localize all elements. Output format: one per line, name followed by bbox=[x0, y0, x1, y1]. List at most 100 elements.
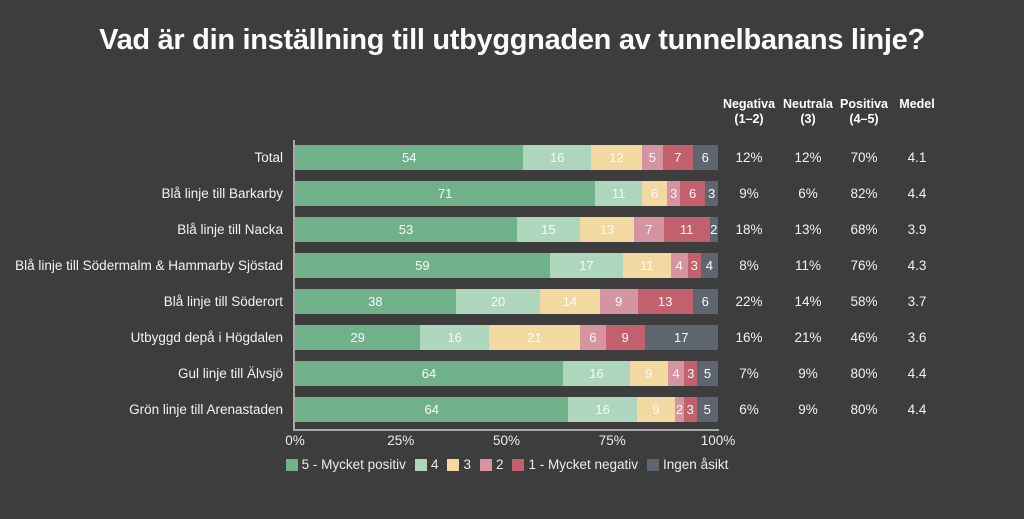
bar-segment: 38 bbox=[295, 288, 456, 314]
bar-segment-value: 13 bbox=[657, 293, 673, 309]
stacked-bar: 38 20 14 9 13 6 bbox=[295, 288, 718, 314]
bar-segment-value: 7 bbox=[674, 149, 682, 165]
summary-value: 3.6 bbox=[907, 329, 927, 345]
bar-segment-value: 53 bbox=[398, 221, 414, 237]
bar-segment: 9 bbox=[599, 288, 638, 314]
bar-segment-value: 20 bbox=[490, 293, 506, 309]
summary-column-header: Medel bbox=[899, 97, 935, 111]
bar-segment: 6 bbox=[579, 324, 606, 350]
bar-segment: 11 bbox=[663, 216, 710, 242]
legend-label: 1 - Mycket negativ bbox=[528, 457, 639, 472]
bar-segment-value: 64 bbox=[424, 401, 439, 417]
bar-segment-value: 9 bbox=[614, 293, 623, 309]
summary-value: 4.4 bbox=[907, 185, 927, 201]
summary-value: 46% bbox=[850, 329, 878, 345]
bar-segment-value: 14 bbox=[562, 293, 578, 309]
bar-segment: 4 bbox=[700, 252, 718, 278]
summary-value: 70% bbox=[850, 149, 878, 165]
bar-segment: 9 bbox=[605, 324, 645, 350]
legend-swatch-icon bbox=[512, 458, 525, 471]
legend-label: 2 bbox=[495, 457, 504, 472]
bar-segment: 4 bbox=[667, 360, 685, 386]
stacked-bar: 59 17 11 4 3 4 bbox=[295, 252, 718, 278]
bar-segment: 3 bbox=[683, 396, 697, 422]
bar-segment: 3 bbox=[684, 360, 698, 386]
bar-segment-value: 29 bbox=[350, 329, 365, 345]
legend-label: 3 bbox=[463, 457, 471, 472]
chart-row: Total 54 16 12 5 7 6 12% 12% 70% 4.1 bbox=[0, 139, 1024, 175]
summary-value: 68% bbox=[850, 221, 878, 237]
bar-segment: 4 bbox=[670, 252, 688, 278]
summary-value: 80% bbox=[850, 365, 878, 381]
summary-value: 4.4 bbox=[907, 365, 927, 381]
bar-segment-value: 12 bbox=[609, 149, 624, 165]
summary-row: 6% 9% 80% 4.4 bbox=[718, 402, 942, 417]
bar-segment-value: 54 bbox=[401, 149, 417, 165]
bar-segment: 29 bbox=[295, 324, 421, 350]
bar-segment-value: 16 bbox=[595, 401, 610, 417]
bar-segment-value: 5 bbox=[703, 401, 711, 417]
bar-segment-value: 6 bbox=[650, 185, 659, 201]
summary-value: 3.7 bbox=[907, 293, 927, 309]
bar-segment: 5 bbox=[696, 396, 718, 422]
legend-label: 5 - Mycket positiv bbox=[301, 457, 406, 472]
bar-segment-value: 11 bbox=[640, 257, 654, 273]
summary-value: 3.9 bbox=[907, 221, 927, 237]
summary-row: 18% 13% 68% 3.9 bbox=[718, 222, 942, 237]
bar-segment-value: 17 bbox=[674, 329, 689, 345]
bar-segment: 21 bbox=[489, 324, 580, 350]
summary-row: 12% 12% 70% 4.1 bbox=[718, 150, 942, 165]
summary-column-header: Positiva (4–5) bbox=[840, 97, 888, 126]
bar-segment-value: 59 bbox=[415, 257, 430, 273]
summary-value: 4.4 bbox=[907, 401, 927, 417]
chart-row: Grön linje till Arenastaden 64 16 9 2 3 5 6% 9% 8… bbox=[0, 391, 1024, 427]
bar-segment: 16 bbox=[563, 360, 631, 386]
bar-segment: 11 bbox=[623, 252, 671, 278]
summary-row: 7% 9% 80% 4.4 bbox=[718, 366, 942, 381]
bar-segment: 17 bbox=[644, 324, 718, 350]
bar-segment: 13 bbox=[579, 216, 635, 242]
category-label: Blå linje till Söderort bbox=[163, 293, 283, 309]
bar-segment: 6 bbox=[692, 288, 718, 314]
summary-value: 76% bbox=[850, 257, 878, 273]
bar-segment-value: 6 bbox=[688, 185, 697, 201]
bar-segment: 5 bbox=[641, 144, 663, 170]
bar-segment-value: 9 bbox=[645, 365, 653, 381]
legend-swatch-icon bbox=[414, 458, 427, 471]
bar-segment-value: 4 bbox=[675, 257, 683, 273]
chart-row: Blå linje till Nacka 53 15 13 7 11 2 18% 13% 68% 3… bbox=[0, 211, 1024, 247]
bar-segment-value: 7 bbox=[645, 221, 653, 237]
bar-segment: 9 bbox=[636, 396, 676, 422]
summary-value: 12% bbox=[735, 149, 763, 165]
category-label: Gul linje till Älvsjö bbox=[177, 365, 283, 381]
summary-value: 11% bbox=[794, 257, 822, 273]
summary-value: 7% bbox=[739, 365, 759, 381]
bar-segment: 17 bbox=[549, 252, 624, 278]
bar-segment: 53 bbox=[295, 216, 517, 242]
stacked-bar: 53 15 13 7 11 2 bbox=[295, 216, 718, 242]
bar-segment: 3 bbox=[667, 180, 680, 206]
summary-value: 13% bbox=[794, 221, 822, 237]
summary-value: 14% bbox=[794, 293, 822, 309]
bar-segment-value: 4 bbox=[672, 365, 680, 381]
legend-item: 1 - Mycket negativ bbox=[512, 457, 638, 472]
summary-row: 22% 14% 58% 3.7 bbox=[718, 294, 942, 309]
chart-title: Vad är din inställning till utbyggnaden … bbox=[99, 24, 925, 56]
bar-segment-value: 6 bbox=[589, 329, 597, 345]
category-label: Grön linje till Arenastaden bbox=[129, 401, 283, 417]
bar-segment-value: 9 bbox=[652, 401, 660, 417]
stacked-bar: 29 16 21 6 9 17 bbox=[295, 324, 718, 350]
bar-segment: 16 bbox=[420, 324, 490, 350]
summary-value: 16% bbox=[735, 329, 763, 345]
stacked-bar: 64 16 9 2 3 5 bbox=[295, 396, 718, 422]
bar-segment-value: 16 bbox=[550, 149, 565, 165]
category-label: Blå linje till Södermalm & Hammarby Sjös… bbox=[15, 257, 283, 273]
bar-segment-value: 2 bbox=[675, 401, 684, 417]
bar-segment: 13 bbox=[637, 288, 693, 314]
bar-segment: 14 bbox=[540, 288, 600, 314]
bar-segment: 2 bbox=[675, 396, 684, 422]
summary-column-headers: Negativa (1–2) Neutrala (3) Positiva (4–5)… bbox=[718, 97, 942, 127]
summary-value: 9% bbox=[739, 185, 759, 201]
summary-row: 8% 11% 76% 4.3 bbox=[718, 258, 942, 273]
bar-segment-value: 3 bbox=[669, 185, 678, 201]
